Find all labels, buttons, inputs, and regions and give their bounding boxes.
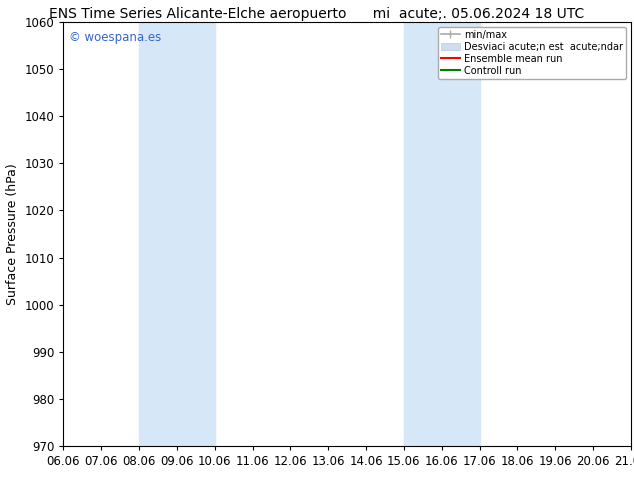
Bar bbox=[139, 22, 215, 446]
Text: ENS Time Series Alicante-Elche aeropuerto      mi  acute;. 05.06.2024 18 UTC: ENS Time Series Alicante-Elche aeropuert… bbox=[49, 7, 585, 22]
Legend: min/max, Desviaci acute;n est  acute;ndar, Ensemble mean run, Controll run: min/max, Desviaci acute;n est acute;ndar… bbox=[438, 27, 626, 78]
Bar bbox=[404, 22, 479, 446]
Text: © woespana.es: © woespana.es bbox=[69, 30, 161, 44]
Y-axis label: Surface Pressure (hPa): Surface Pressure (hPa) bbox=[6, 163, 19, 305]
